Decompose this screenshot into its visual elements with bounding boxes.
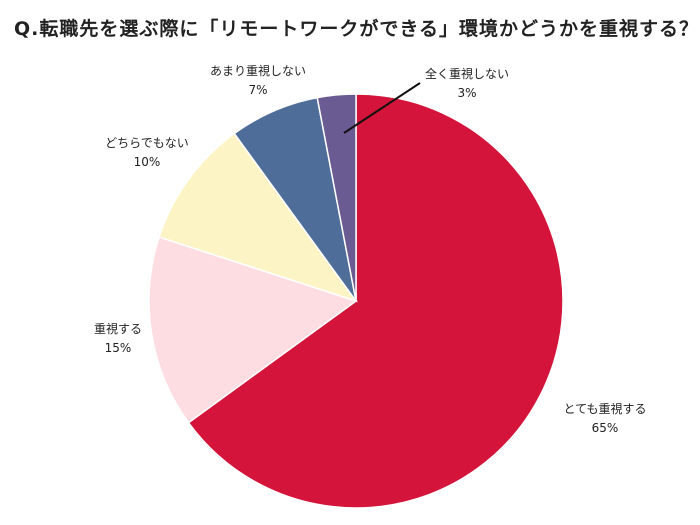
chart-title: Q.転職先を選ぶ際に「リモートワークができる」環境かどうかを重視する？: [14, 18, 699, 40]
pie-slice-1: [148, 236, 358, 424]
slice-value: 10%: [133, 155, 161, 169]
pie-slice-4: [316, 93, 357, 302]
slice-label: 全く重視しない: [424, 67, 510, 81]
slice-value: 7%: [248, 83, 268, 97]
slice-label: とても重視する: [563, 402, 647, 416]
label-slice-3: あまり重視しない 7%: [210, 62, 306, 100]
leader-line-slice-4: [343, 82, 421, 134]
slice-value: 65%: [591, 421, 619, 435]
pie-slice-0: [187, 93, 564, 509]
slice-label: どちらでもない: [105, 136, 189, 150]
label-slice-4: 全く重視しない 3%: [425, 65, 509, 103]
slice-value: 3%: [457, 86, 477, 100]
slice-value: 15%: [104, 341, 132, 355]
label-slice-1: 重視する 15%: [94, 320, 142, 358]
slice-label: 重視する: [93, 322, 143, 336]
slice-label: あまり重視しない: [209, 64, 307, 78]
label-slice-2: どちらでもない 10%: [105, 134, 189, 172]
label-slice-0: とても重視する 65%: [563, 400, 646, 438]
pie-slice-2: [158, 132, 358, 303]
